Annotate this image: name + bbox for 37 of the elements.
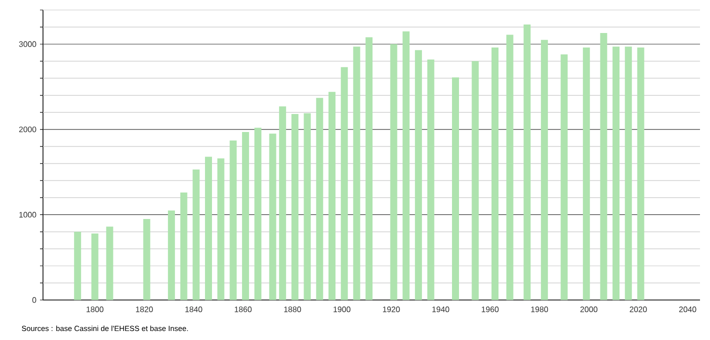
bar [492,48,499,300]
bar [291,114,298,300]
bar [242,132,250,300]
bar [452,77,459,300]
bar [560,54,568,300]
bar [624,46,632,300]
bar [390,44,398,300]
bar [192,170,200,300]
bar [217,158,224,300]
bar [106,226,114,300]
bar [637,48,644,300]
bar [582,48,590,300]
bar [472,61,479,300]
bar [600,33,608,300]
bar [230,140,237,300]
bar [340,67,348,300]
bar [304,113,311,300]
bar [91,233,98,300]
bar [279,106,286,300]
bar [506,34,514,300]
bar [524,24,531,300]
bar [366,37,373,300]
bar [427,59,434,300]
bar [204,156,212,300]
bar [612,46,620,300]
bar [402,31,410,300]
bar [540,40,548,300]
bar [316,98,324,300]
bar [143,218,150,300]
bar [74,232,82,300]
bar [168,210,175,300]
bar [269,134,276,300]
bar [180,192,188,300]
bar [254,128,262,300]
bar [353,46,360,300]
bar [414,50,422,300]
bar [328,92,336,300]
